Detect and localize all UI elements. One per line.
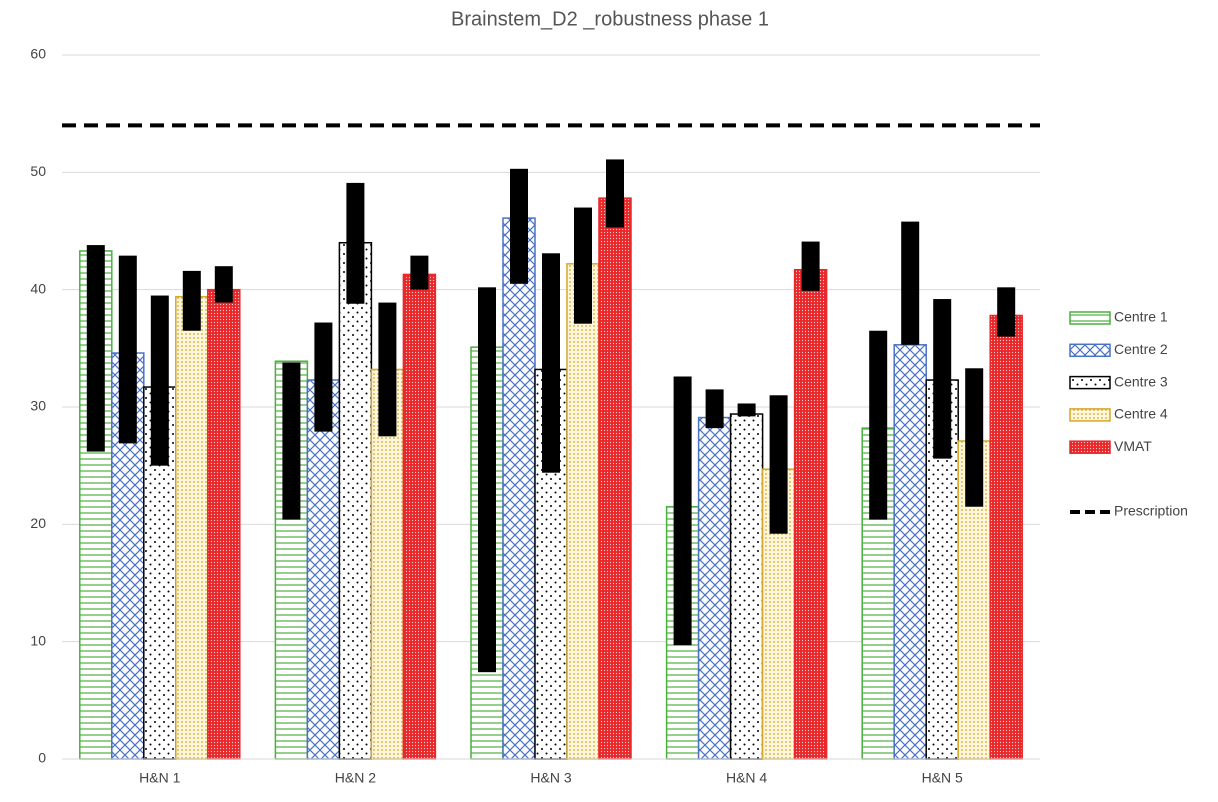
- bar: [338, 241, 373, 760]
- x-tick-label: H&N 2: [335, 770, 376, 786]
- range-bar: [705, 389, 724, 429]
- range-bar: [182, 270, 201, 331]
- bar: [175, 295, 209, 760]
- range-bar: [542, 253, 560, 473]
- x-tick-label: H&N 1: [139, 770, 180, 786]
- y-tick-label: 50: [30, 163, 46, 179]
- bar: [306, 379, 341, 760]
- range-bar: [901, 221, 920, 345]
- bar: [502, 217, 536, 760]
- bar: [598, 197, 632, 760]
- bar: [893, 344, 927, 760]
- y-tick-label: 20: [30, 515, 46, 531]
- range-bar: [801, 241, 820, 291]
- range-bar: [314, 322, 333, 432]
- legend-swatch: [1069, 408, 1111, 422]
- legend-label: Prescription: [1114, 503, 1188, 519]
- chart-title: Brainstem_D2 _robustness phase 1: [451, 8, 769, 30]
- range-bar: [378, 302, 397, 437]
- range-bar: [769, 395, 788, 534]
- y-tick-label: 30: [30, 398, 46, 414]
- y-tick-label: 0: [38, 750, 46, 766]
- range-bar: [410, 255, 429, 290]
- legend-swatch: [1069, 440, 1111, 454]
- range-bar: [574, 207, 592, 324]
- y-tick-label: 60: [30, 46, 46, 62]
- legend-label: Centre 1: [1114, 309, 1168, 325]
- legend-label: VMAT: [1114, 438, 1152, 454]
- range-bar: [86, 245, 105, 452]
- bar: [729, 413, 764, 760]
- bar: [793, 268, 828, 760]
- bar: [989, 314, 1023, 760]
- range-bar: [478, 287, 496, 673]
- range-bar: [346, 182, 365, 304]
- x-tick-label: H&N 4: [726, 770, 767, 786]
- range-bar: [118, 255, 137, 444]
- bar: [566, 263, 600, 760]
- range-bar: [282, 362, 301, 520]
- y-tick-label: 10: [30, 632, 46, 648]
- legend-label: Centre 2: [1114, 341, 1168, 357]
- legend-swatch: [1069, 343, 1111, 358]
- range-bar: [997, 287, 1016, 337]
- range-bar: [737, 403, 756, 417]
- y-tick-label: 40: [30, 280, 46, 296]
- x-tick-label: H&N 3: [530, 770, 571, 786]
- bar: [207, 288, 241, 760]
- range-bar: [510, 168, 528, 284]
- x-tick-label: H&N 5: [922, 770, 963, 786]
- legend-swatch: [1069, 375, 1111, 390]
- legend-label: Centre 3: [1114, 373, 1168, 389]
- legend-label: Centre 4: [1114, 406, 1168, 422]
- range-bar: [933, 299, 952, 459]
- legend-swatch: [1069, 311, 1111, 325]
- bar: [402, 273, 437, 760]
- bar: [697, 416, 732, 760]
- range-bar: [673, 376, 692, 646]
- range-bar: [965, 368, 984, 507]
- range-bar: [606, 159, 624, 228]
- range-bar: [150, 295, 169, 466]
- range-bar: [869, 330, 888, 520]
- range-bar: [214, 266, 233, 303]
